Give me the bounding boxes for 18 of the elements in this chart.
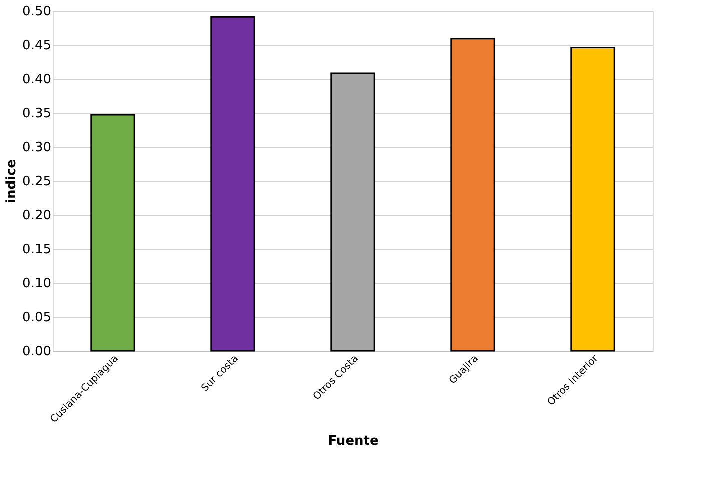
y-tick-label: 0.25 xyxy=(22,174,52,190)
y-tick-label: 0.10 xyxy=(22,276,52,292)
bar xyxy=(330,72,376,352)
y-tick-label: 0.40 xyxy=(22,72,52,88)
y-axis-title: indice xyxy=(4,159,20,204)
y-tick-label: 0.35 xyxy=(22,106,52,122)
y-tick-label: 0.45 xyxy=(22,38,52,54)
y-tick-label: 0.05 xyxy=(22,310,52,326)
y-tick-label: 0.50 xyxy=(22,4,52,20)
y-tick-label: 0.20 xyxy=(22,208,52,224)
y-tick-label: 0.15 xyxy=(22,242,52,258)
x-axis-title: Fuente xyxy=(328,434,379,449)
bar xyxy=(570,46,616,352)
bar xyxy=(90,114,136,352)
bar xyxy=(210,16,256,352)
y-tick-label: 0.30 xyxy=(22,140,52,156)
bar xyxy=(450,38,496,352)
y-tick-label: 0.00 xyxy=(22,344,52,360)
